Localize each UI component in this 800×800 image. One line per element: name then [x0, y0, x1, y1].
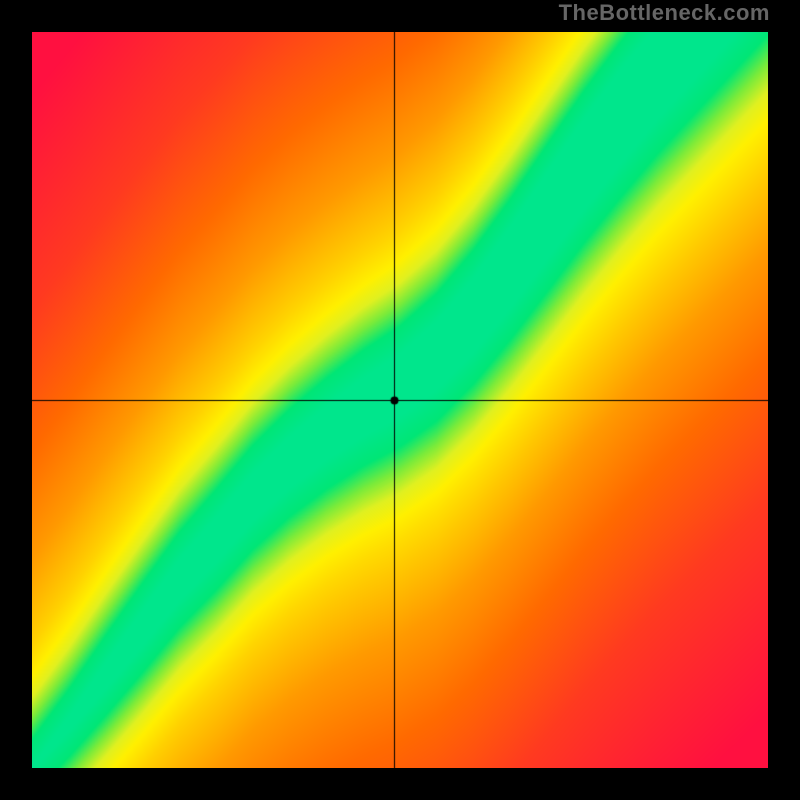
watermark-text: TheBottleneck.com	[559, 0, 770, 26]
heatmap-canvas	[32, 32, 768, 768]
chart-container: TheBottleneck.com	[0, 0, 800, 800]
heatmap-plot	[32, 32, 768, 768]
